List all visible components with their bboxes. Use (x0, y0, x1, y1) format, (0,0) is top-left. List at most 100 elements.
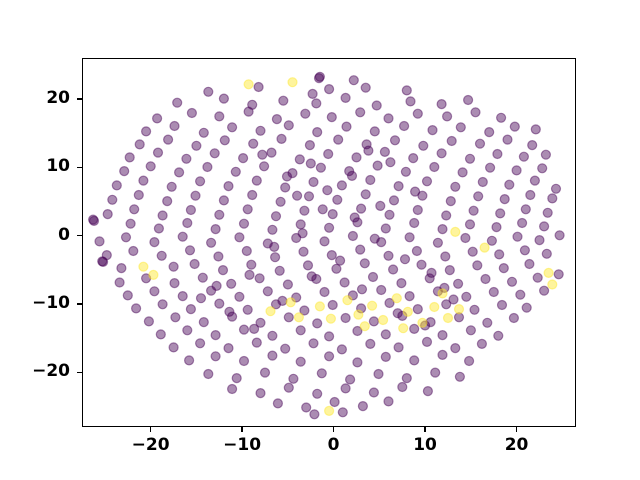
x-tick-label: −20 (131, 435, 170, 455)
scatter-point (203, 86, 214, 97)
scatter-point (153, 223, 165, 234)
scatter-point (448, 294, 459, 305)
scatter-point (283, 120, 294, 131)
scatter-point (143, 316, 155, 327)
scatter-point (129, 204, 140, 215)
scatter-point (369, 126, 380, 137)
scatter-point (440, 251, 451, 262)
scatter-point (278, 95, 289, 106)
scatter-point (265, 306, 276, 317)
scatter-point (172, 97, 183, 108)
points-layer (88, 71, 565, 420)
scatter-point (353, 309, 364, 320)
scatter-point (372, 160, 383, 171)
scatter-point (361, 139, 372, 150)
scatter-point (465, 325, 476, 336)
scatter-point (357, 401, 368, 412)
scatter-point (292, 190, 303, 201)
scatter-point (437, 224, 448, 235)
scatter-point (547, 279, 558, 290)
scatter-point (486, 235, 497, 246)
scatter-point (399, 254, 411, 265)
scatter-point (218, 195, 229, 206)
scatter-point (542, 207, 553, 218)
scatter-point (272, 398, 283, 409)
scatter-point (157, 210, 168, 221)
y-tick-label: 10 (46, 156, 70, 177)
scatter-point (253, 81, 264, 93)
scatter-point (477, 176, 488, 188)
scatter-point (454, 371, 465, 382)
scatter-point (344, 165, 355, 177)
scatter-point (488, 286, 499, 298)
scatter-point (453, 304, 465, 315)
scatter-point (409, 355, 420, 366)
scatter-point (436, 98, 447, 110)
scatter-point (238, 324, 250, 335)
scatter-point (329, 396, 340, 408)
scatter-point (524, 258, 535, 270)
scatter-point (213, 251, 224, 262)
scatter-point (300, 108, 311, 119)
scatter-point (371, 100, 382, 111)
scatter-point (499, 194, 510, 205)
scatter-point (404, 291, 415, 302)
scatter-point (525, 189, 536, 201)
scatter-point (327, 299, 338, 311)
scatter-point (429, 161, 440, 173)
scatter-point (506, 276, 518, 287)
scatter-point (149, 286, 160, 297)
y-tick-label: −10 (32, 293, 70, 313)
scatter-point (230, 166, 241, 177)
scatter-point (412, 108, 423, 119)
scatter-point (266, 147, 277, 158)
scatter-point (485, 162, 496, 173)
x-tick-label: 20 (504, 435, 529, 455)
scatter-point (295, 356, 306, 367)
y-tick-mark (77, 98, 82, 100)
scatter-point (479, 242, 490, 253)
scatter-point (385, 157, 396, 168)
scatter-point (351, 152, 362, 163)
scatter-point (450, 181, 461, 192)
scatter-point (520, 204, 531, 215)
scatter-point (517, 217, 528, 229)
scatter-point (537, 163, 548, 174)
scatter-point (270, 252, 281, 263)
scatter-point (152, 147, 164, 158)
scatter-point (177, 231, 188, 242)
scatter-point (128, 245, 139, 257)
scatter-point (444, 265, 455, 276)
scatter-point (324, 331, 335, 342)
scatter-point (529, 175, 540, 186)
scatter-point (287, 167, 298, 179)
scatter-point (392, 308, 403, 319)
scatter-point (326, 111, 337, 123)
scatter-point (246, 259, 257, 270)
scatter-point (410, 186, 421, 197)
scatter-point (276, 133, 287, 145)
scatter-point (226, 278, 237, 289)
scatter-point (303, 191, 315, 202)
scatter-point (219, 135, 230, 146)
scatter-point (195, 293, 207, 304)
scatter-point (322, 185, 333, 196)
scatter-point (254, 273, 265, 284)
scatter-point (224, 306, 235, 317)
scatter-point (453, 312, 465, 323)
scatter-point (223, 343, 234, 354)
scatter-point (259, 367, 271, 378)
scatter-point (242, 304, 253, 315)
scatter-point (402, 306, 413, 317)
scatter-point (401, 85, 412, 96)
scatter-point (227, 122, 238, 133)
scatter-point (463, 94, 474, 106)
scatter-point (412, 204, 423, 216)
scatter-point (369, 233, 380, 244)
scatter-point (194, 338, 206, 349)
scatter-point (206, 285, 217, 296)
scatter-point (306, 271, 317, 282)
scatter-point (294, 154, 305, 165)
scatter-point (138, 261, 149, 272)
scatter-point (342, 295, 353, 306)
